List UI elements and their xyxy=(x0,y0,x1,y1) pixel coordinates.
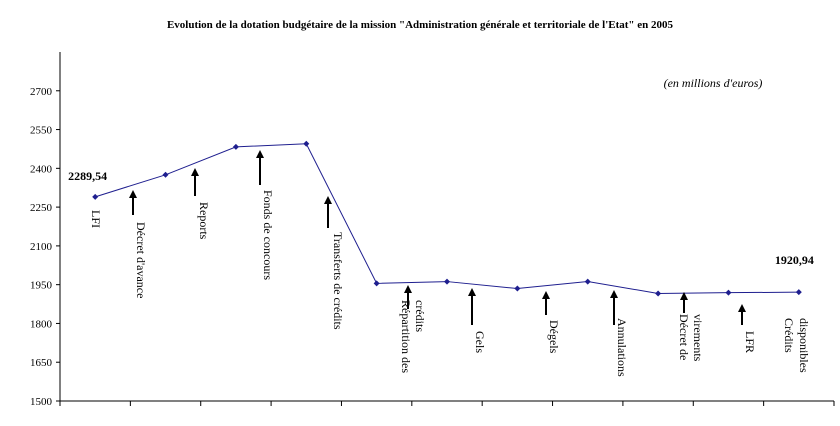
point xyxy=(514,285,521,292)
point xyxy=(725,289,732,296)
point xyxy=(655,290,662,297)
annotation: Transferts de crédits xyxy=(331,232,345,330)
annotation: Gels xyxy=(473,331,487,353)
y-tick-label: 1950 xyxy=(30,280,53,292)
point xyxy=(92,193,99,200)
point xyxy=(444,278,450,285)
annotation: LFR xyxy=(743,331,757,353)
annotation: crédits xyxy=(413,300,427,332)
annotation: virements xyxy=(691,314,705,362)
point xyxy=(303,140,310,147)
point xyxy=(162,171,169,178)
annotation: Dégels xyxy=(547,320,561,354)
arrow-head xyxy=(542,291,550,299)
annotation: LFI xyxy=(89,210,103,228)
y-tick-label: 2100 xyxy=(30,241,53,253)
value-label: 1920,94 xyxy=(775,253,814,267)
annotation: Fonds de concours xyxy=(261,190,275,280)
subtitle: (en millions d'euros) xyxy=(664,76,763,90)
y-tick-label: 2700 xyxy=(30,86,53,98)
arrow-head xyxy=(738,304,746,312)
annotation: Décret d'avance xyxy=(134,222,148,298)
arrow-head xyxy=(129,190,137,198)
y-tick-label: 2400 xyxy=(30,163,53,175)
arrow-head xyxy=(404,285,412,293)
y-tick-label: 1800 xyxy=(30,318,53,330)
point xyxy=(373,280,380,287)
arrow-head xyxy=(680,292,688,300)
annotation: Décret de xyxy=(677,314,691,360)
value-label: 2289,54 xyxy=(68,169,107,183)
arrow-head xyxy=(256,150,264,158)
y-tick-label: 1500 xyxy=(30,396,53,408)
arrow-head xyxy=(468,288,476,296)
y-tick-label: 1650 xyxy=(30,357,53,369)
annotation: Répartition des xyxy=(399,300,413,373)
annotation: Annulations xyxy=(615,318,629,377)
point xyxy=(584,278,591,285)
arrow-head xyxy=(610,290,618,298)
annotation: disponibles xyxy=(797,318,811,373)
y-tick-label: 2250 xyxy=(30,202,53,214)
arrow-head xyxy=(324,196,332,204)
annotation: Reports xyxy=(197,202,211,240)
arrow-head xyxy=(191,168,199,176)
point xyxy=(795,289,802,296)
annotation: Crédits xyxy=(782,318,796,353)
y-tick-label: 2550 xyxy=(30,125,53,137)
chart-title: Evolution de la dotation budgétaire de l… xyxy=(167,19,674,31)
point xyxy=(232,143,239,150)
